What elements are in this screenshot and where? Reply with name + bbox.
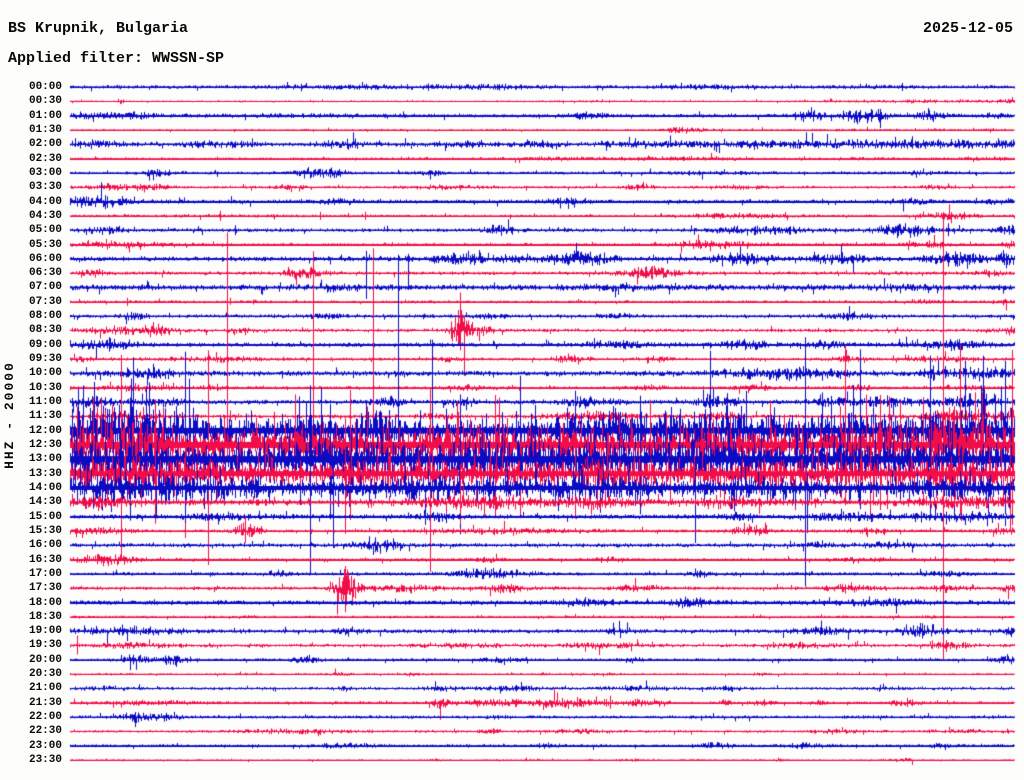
time-label: 20:00 xyxy=(28,653,62,666)
time-label: 09:00 xyxy=(28,338,62,351)
time-label: 07:00 xyxy=(28,281,62,294)
time-label: 05:00 xyxy=(28,224,62,237)
time-label: 15:30 xyxy=(28,524,62,537)
time-label: 03:00 xyxy=(28,166,62,179)
time-label: 23:30 xyxy=(28,754,62,767)
time-label: 03:30 xyxy=(28,181,62,194)
time-label: 23:00 xyxy=(28,739,62,752)
time-label: 13:30 xyxy=(28,467,62,480)
time-label: 16:30 xyxy=(28,553,62,566)
time-label: 04:00 xyxy=(28,195,62,208)
time-label: 11:00 xyxy=(28,396,62,409)
time-label: 02:00 xyxy=(28,138,62,151)
time-label: 07:30 xyxy=(28,295,62,308)
time-label: 16:00 xyxy=(28,539,62,552)
time-label: 05:30 xyxy=(28,238,62,251)
time-label: 01:00 xyxy=(28,109,62,122)
time-label: 11:30 xyxy=(28,410,62,423)
time-label: 10:30 xyxy=(28,381,62,394)
time-label: 10:00 xyxy=(28,367,62,380)
time-label: 19:00 xyxy=(28,625,62,638)
time-label: 17:00 xyxy=(28,567,62,580)
time-label: 14:00 xyxy=(28,481,62,494)
time-label: 14:30 xyxy=(28,496,62,509)
time-label: 19:30 xyxy=(28,639,62,652)
time-label: 08:00 xyxy=(28,310,62,323)
time-label: 15:00 xyxy=(28,510,62,523)
time-label: 02:30 xyxy=(28,152,62,165)
time-label: 12:00 xyxy=(28,424,62,437)
time-label: 06:30 xyxy=(28,267,62,280)
time-label: 01:30 xyxy=(28,123,62,136)
time-label: 18:00 xyxy=(28,596,62,609)
time-label: 00:30 xyxy=(28,95,62,108)
time-label: 18:30 xyxy=(28,610,62,623)
time-label: 21:00 xyxy=(28,682,62,695)
time-label: 22:00 xyxy=(28,711,62,724)
time-label: 21:30 xyxy=(28,696,62,709)
time-label: 17:30 xyxy=(28,582,62,595)
time-label: 12:30 xyxy=(28,439,62,451)
time-label: 09:30 xyxy=(28,353,62,366)
time-label: 04:30 xyxy=(28,209,62,222)
time-label: 06:00 xyxy=(28,252,62,265)
time-label: 20:30 xyxy=(28,668,62,681)
time-label: 00:00 xyxy=(28,81,62,93)
time-label: 13:00 xyxy=(28,453,62,466)
time-label: 22:30 xyxy=(28,725,62,738)
time-label: 08:30 xyxy=(28,324,62,337)
